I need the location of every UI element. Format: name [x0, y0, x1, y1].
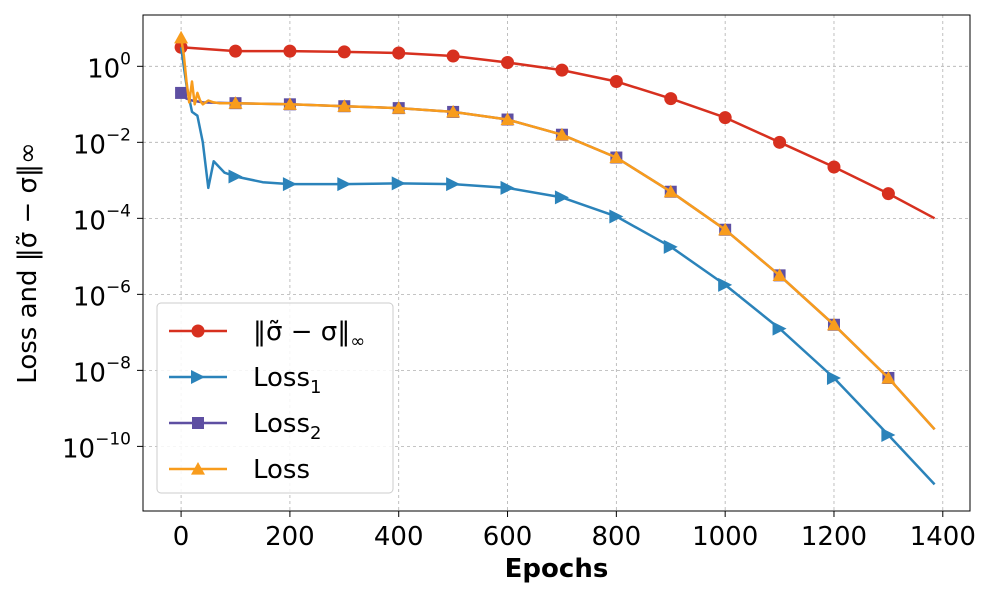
data-point-loss1 [337, 177, 352, 192]
data-point-sigma [827, 160, 841, 174]
data-point-loss [663, 184, 678, 198]
y-tick-label: 10−2 [73, 125, 131, 160]
x-tick-label: 400 [374, 522, 424, 552]
data-point-loss1 [881, 427, 896, 442]
data-point-loss1 [228, 169, 243, 184]
y-axis-ticks: 100 10−2 10−4 10−6 10−8 10−10 [62, 49, 143, 464]
data-point-loss1 [772, 321, 787, 336]
data-point-sigma [609, 75, 623, 89]
grid [143, 15, 970, 511]
x-tick-label: 1000 [692, 522, 758, 552]
series-loss1 [179, 47, 936, 486]
data-point-loss [500, 112, 515, 126]
legend-label: Loss1 [253, 363, 321, 398]
plot-frame [142, 14, 971, 512]
x-axis-label: Epochs [505, 554, 609, 584]
data-point-sigma [446, 49, 460, 63]
series-line-loss [179, 37, 936, 431]
data-point-loss [881, 370, 896, 384]
x-tick-label: 1400 [910, 522, 976, 552]
data-point-loss [554, 127, 569, 141]
x-tick-label: 1200 [801, 522, 867, 552]
legend-item-loss1: Loss1 [169, 363, 321, 398]
data-point-sigma [664, 92, 678, 106]
data-point-loss [282, 97, 297, 110]
series-sigma [174, 40, 936, 220]
data-point-loss [446, 104, 461, 118]
legend-label: ‖σ̃ − σ‖∞ [253, 317, 365, 352]
y-tick-label: 10−10 [62, 429, 131, 464]
y-tick-label: 100 [87, 49, 131, 84]
x-tick-label: 600 [483, 522, 533, 552]
legend: ‖σ̃ − σ‖∞ Loss1 Loss2 Loss [156, 302, 394, 494]
y-tick-label: 10−8 [73, 353, 131, 388]
data-point-loss1 [446, 177, 461, 192]
legend-item-sigma: ‖σ̃ − σ‖∞ [169, 317, 365, 352]
data-point-loss1 [663, 239, 678, 254]
data-point-loss [174, 30, 189, 44]
legend-box [156, 302, 394, 494]
data-point-sigma [881, 187, 895, 201]
data-point-loss1 [554, 190, 569, 205]
data-point-sigma [718, 111, 732, 125]
data-point-loss [826, 317, 841, 331]
data-point-sigma [283, 44, 297, 58]
series-layer [174, 30, 936, 486]
data-point-loss [228, 96, 243, 109]
x-tick-label: 800 [592, 522, 642, 552]
data-point-loss1 [282, 177, 297, 192]
data-point-sigma [337, 45, 351, 59]
legend-marker-sigma [191, 324, 205, 338]
data-point-sigma [773, 135, 787, 149]
data-point-loss1 [609, 209, 624, 224]
x-tick-label: 0 [173, 522, 190, 552]
legend-marker-loss1 [191, 370, 205, 384]
data-point-loss [391, 101, 406, 114]
data-point-loss [337, 99, 352, 112]
y-tick-label: 10−4 [73, 201, 131, 236]
series-loss [174, 30, 936, 431]
legend-marker-loss [191, 462, 205, 475]
data-point-loss1 [391, 176, 406, 191]
x-tick-label: 200 [265, 522, 315, 552]
data-point-loss1 [500, 180, 515, 195]
data-point-loss [718, 222, 733, 236]
data-point-sigma [228, 44, 242, 58]
legend-marker-loss2 [192, 417, 204, 429]
legend-item-loss2: Loss2 [169, 409, 321, 444]
data-point-sigma [501, 56, 515, 70]
y-axis-label: Loss and ‖σ̃ − σ‖∞ [13, 142, 43, 383]
data-point-sigma [392, 46, 406, 60]
legend-item-loss: Loss [169, 455, 310, 485]
data-point-loss1 [826, 370, 841, 385]
data-point-loss1 [718, 277, 733, 292]
y-tick-label: 10−6 [73, 277, 131, 312]
data-point-loss [772, 268, 787, 281]
data-point-sigma [555, 63, 569, 77]
data-point-loss [609, 150, 624, 164]
legend-label: Loss [253, 455, 310, 485]
legend-label: Loss2 [253, 409, 321, 444]
x-axis-ticks: 0 200 400 600 800 1000 1200 1400 [173, 511, 976, 552]
data-point-loss2 [175, 86, 188, 99]
